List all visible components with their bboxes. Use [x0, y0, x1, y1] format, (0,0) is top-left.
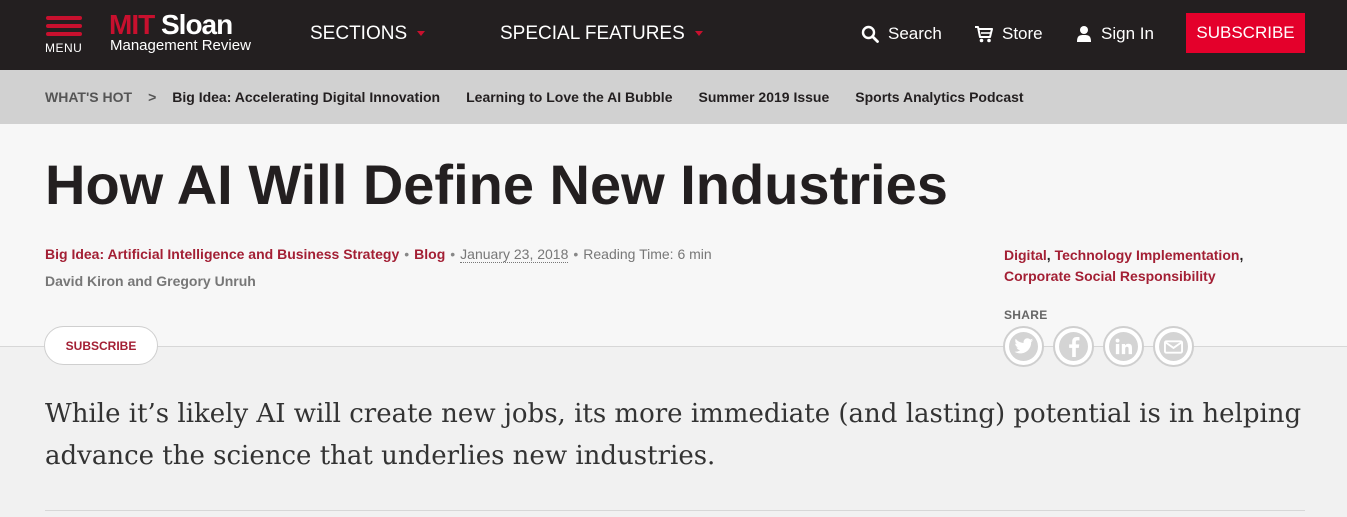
- article-dek-background: [0, 347, 1347, 517]
- hot-link-summer-issue[interactable]: Summer 2019 Issue: [698, 89, 830, 105]
- hot-link-sports-podcast[interactable]: Sports Analytics Podcast: [855, 89, 1024, 105]
- hot-link-ai-bubble[interactable]: Learning to Love the AI Bubble: [466, 89, 673, 105]
- caret-down-icon: [694, 31, 703, 37]
- article-topics: Digital, Technology Implementation, Corp…: [1004, 245, 1304, 287]
- article-subscribe-button[interactable]: SUBSCRIBE: [44, 326, 158, 365]
- meta-separator: •: [573, 246, 579, 262]
- publish-date: January 23, 2018: [460, 246, 569, 263]
- article-title: How AI Will Define New Industries: [45, 153, 948, 216]
- hamburger-icon-bar: [46, 24, 82, 28]
- menu-label: MENU: [45, 41, 83, 55]
- nav-sections-label: SECTIONS: [310, 23, 408, 44]
- share-email-button[interactable]: [1153, 326, 1194, 367]
- share-label: SHARE: [1004, 308, 1048, 322]
- topic-link-technology-implementation[interactable]: Technology Implementation: [1054, 247, 1240, 263]
- mit-sloan-logo[interactable]: MIT Sloan Management Review: [109, 10, 259, 58]
- whats-hot-bar: WHAT'S HOT > Big Idea: Accelerating Digi…: [0, 70, 1347, 124]
- article-dek: While it’s likely AI will create new job…: [45, 399, 1302, 471]
- user-icon: [1077, 26, 1091, 42]
- hot-link-digital-innovation[interactable]: Big Idea: Accelerating Digital Innovatio…: [172, 89, 441, 105]
- subscribe-button[interactable]: SUBSCRIBE: [1186, 13, 1305, 53]
- whats-hot-label: WHAT'S HOT: [45, 89, 133, 105]
- caret-down-icon: [417, 31, 426, 37]
- nav-special-features-label: SPECIAL FEATURES: [500, 23, 685, 44]
- share-buttons: [1003, 326, 1203, 367]
- topic-link-digital[interactable]: Digital: [1004, 247, 1047, 263]
- section-link[interactable]: Big Idea: Artificial Intelligence and Bu…: [45, 246, 400, 262]
- reading-time: Reading Time: 6 min: [583, 246, 712, 262]
- share-facebook-button[interactable]: [1053, 326, 1094, 367]
- search-icon: [861, 25, 879, 43]
- nav-special-features[interactable]: SPECIAL FEATURES: [500, 22, 703, 46]
- hamburger-icon-bar: [46, 32, 82, 36]
- store-link[interactable]: Store: [974, 23, 1043, 45]
- top-navigation: MENU MIT Sloan Management Review SECTION…: [0, 0, 1347, 70]
- store-label: Store: [1002, 24, 1043, 43]
- article-authors: David Kiron and Gregory Unruh: [45, 273, 256, 289]
- sign-in-label: Sign In: [1101, 24, 1154, 43]
- linkedin-icon: [1115, 338, 1132, 355]
- facebook-icon: [1068, 336, 1079, 357]
- nav-sections[interactable]: SECTIONS: [310, 22, 426, 46]
- blog-link[interactable]: Blog: [414, 246, 446, 262]
- menu-button[interactable]: MENU: [45, 13, 85, 55]
- chevron-right-icon: >: [148, 89, 157, 105]
- share-twitter-button[interactable]: [1003, 326, 1044, 367]
- header-divider: [0, 346, 1347, 347]
- meta-separator: •: [404, 246, 410, 262]
- hamburger-icon: [46, 16, 82, 20]
- twitter-icon: [1013, 338, 1033, 354]
- logo-subtitle: Management Review: [110, 37, 251, 54]
- article-meta: Big Idea: Artificial Intelligence and Bu…: [45, 245, 712, 263]
- topic-separator: ,: [1046, 247, 1055, 263]
- search-link[interactable]: Search: [861, 23, 942, 45]
- email-icon: [1164, 339, 1183, 354]
- topic-link-csr[interactable]: Corporate Social Responsibility: [1004, 268, 1216, 284]
- share-linkedin-button[interactable]: [1103, 326, 1144, 367]
- cart-icon: [975, 26, 993, 43]
- logo-sloan: Sloan: [161, 9, 233, 40]
- topic-separator: ,: [1239, 247, 1244, 263]
- search-label: Search: [888, 24, 942, 43]
- logo-mit: MIT: [109, 9, 155, 40]
- sign-in-link[interactable]: Sign In: [1076, 23, 1154, 45]
- dek-bottom-rule: [45, 510, 1305, 511]
- meta-separator: •: [450, 246, 456, 262]
